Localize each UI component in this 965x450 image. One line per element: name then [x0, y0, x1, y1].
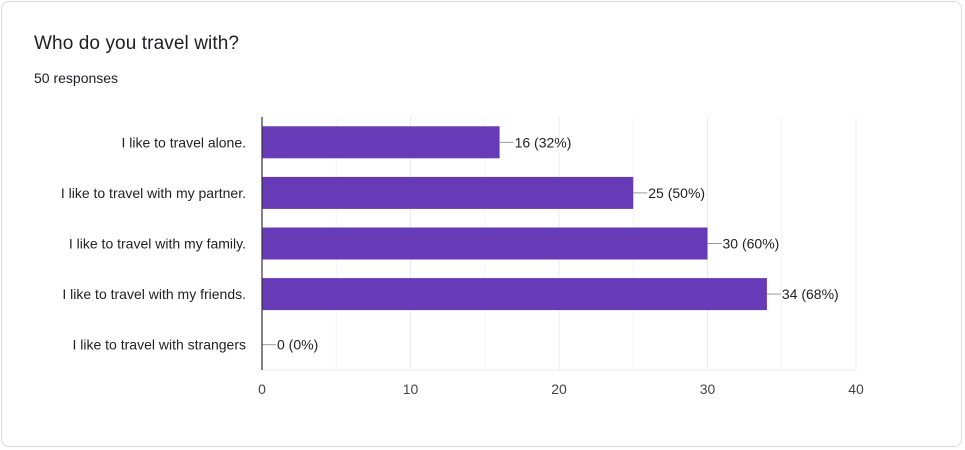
data-label: 30 (60%)	[723, 236, 780, 252]
category-label: I like to travel with my friends.	[62, 286, 246, 302]
bar	[262, 176, 634, 209]
chart-title: Who do you travel with?	[34, 33, 240, 54]
x-tick-label: 30	[700, 381, 716, 397]
category-label: I like to travel with my partner.	[61, 185, 246, 201]
category-label: I like to travel alone.	[121, 134, 246, 150]
bar	[262, 227, 708, 260]
x-tick-label: 0	[258, 381, 266, 397]
x-tick-label: 20	[551, 381, 567, 397]
category-label: I like to travel with strangers	[72, 337, 246, 353]
category-label: I like to travel with my family.	[69, 236, 246, 252]
bar	[262, 126, 500, 159]
data-label: 34 (68%)	[782, 286, 839, 302]
x-tick-label: 40	[848, 381, 864, 397]
bar	[262, 278, 767, 311]
data-label: 0 (0%)	[277, 337, 318, 353]
response-count: 50 responses	[34, 70, 119, 86]
data-label: 25 (50%)	[648, 185, 705, 201]
data-label: 16 (32%)	[515, 134, 572, 150]
x-tick-label: 10	[403, 381, 419, 397]
